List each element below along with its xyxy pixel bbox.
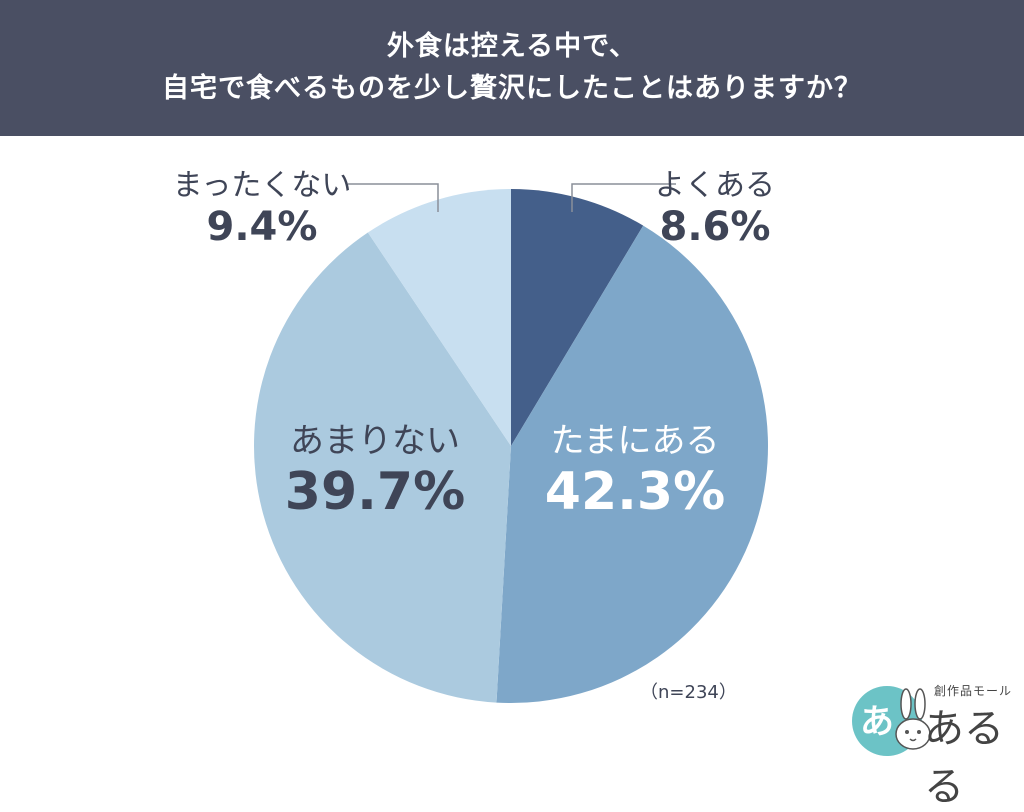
slice-label-value: 8.6% <box>659 204 771 250</box>
slice-label-name: まったくない <box>172 168 352 203</box>
pie-slice-2 <box>254 232 512 703</box>
slice-label-value: 9.4% <box>206 204 318 250</box>
sample-size-note: （n=234） <box>640 682 737 703</box>
pie-slice-1 <box>496 225 768 703</box>
slice-label-value: 42.3% <box>544 462 726 522</box>
slice-label-mattakunai: まったくない 9.4% <box>172 168 352 250</box>
leader-line-1 <box>348 183 439 212</box>
chart-title-line-2: 自宅で食べるものを少し贅沢にしたことはありますか？ <box>162 73 862 104</box>
slice-label-amarinai: あまりない 39.7% <box>270 420 480 522</box>
leader-line-0 <box>571 183 676 212</box>
pie-slice-0 <box>511 189 644 446</box>
aruru-logo: あ 創作品モール あるる <box>852 680 1013 810</box>
pie-slice-3 <box>367 189 511 446</box>
pie-chart <box>254 183 768 703</box>
slice-label-yokuaru: よくある 8.6% <box>640 168 790 250</box>
chart-title-line-1: 外食は控える中で、 <box>386 31 638 62</box>
logo-badge-letter: あ <box>860 702 894 742</box>
slice-label-name: たまにある <box>550 421 720 461</box>
chart-header: 外食は控える中で、 自宅で食べるものを少し贅沢にしたことはありますか？ <box>0 0 1024 136</box>
slice-label-value: 39.7% <box>284 462 466 522</box>
slice-label-name: よくある <box>655 168 775 203</box>
logo-name: あるる <box>924 706 1004 810</box>
slice-label-tamaniaru: たまにある 42.3% <box>530 420 740 522</box>
logo-subtitle: 創作品モール <box>934 684 1013 698</box>
rabbit-icon <box>895 688 931 750</box>
slice-label-name: あまりない <box>290 421 460 461</box>
